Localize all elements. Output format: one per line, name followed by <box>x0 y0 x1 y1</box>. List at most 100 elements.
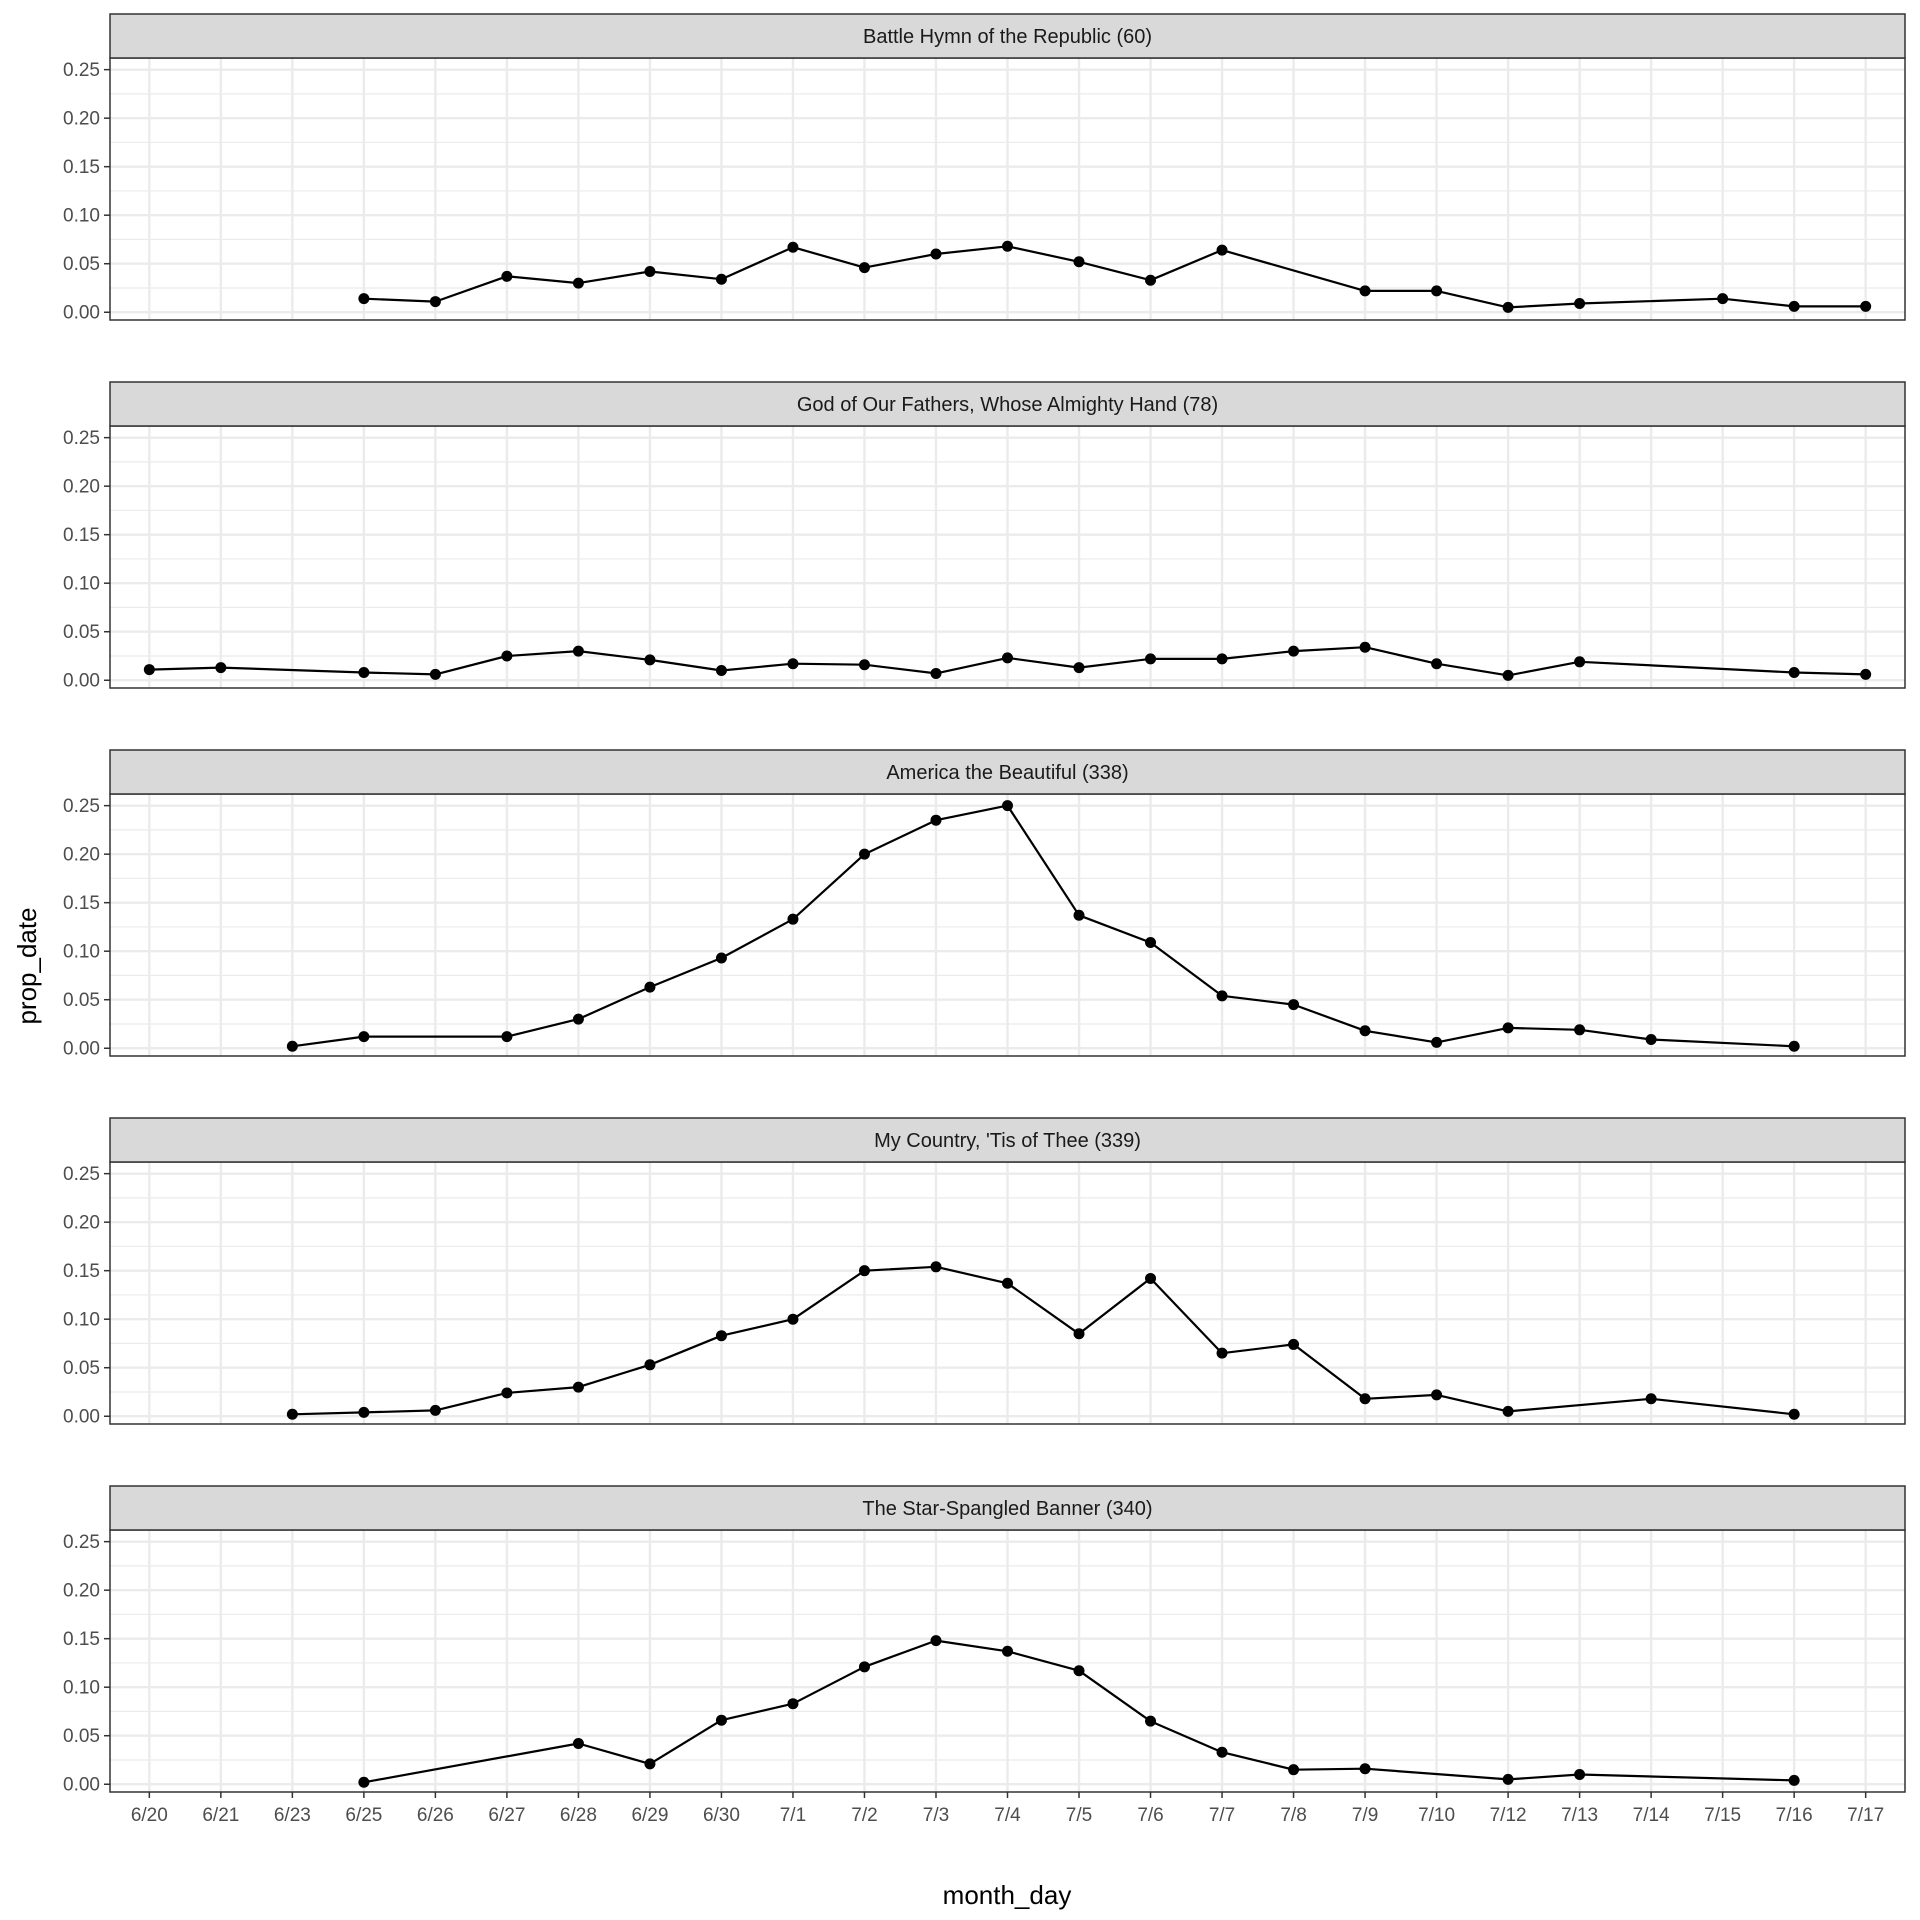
data-point <box>1073 909 1085 921</box>
data-point <box>858 1661 870 1673</box>
y-tick-label: 0.00 <box>63 1775 100 1796</box>
x-tick-label: 7/3 <box>923 1805 949 1826</box>
data-point <box>1145 653 1157 665</box>
data-point <box>715 952 727 964</box>
data-point <box>644 981 656 993</box>
data-point <box>429 1404 441 1416</box>
data-point <box>1288 1338 1300 1350</box>
y-tick-label: 0.05 <box>63 254 100 275</box>
data-point <box>930 667 942 679</box>
data-point <box>1502 1022 1514 1034</box>
data-point <box>1359 1393 1371 1405</box>
facet-strip <box>109 13 1906 59</box>
y-tick-label: 0.10 <box>63 942 100 963</box>
y-tick-label: 0.15 <box>63 893 100 914</box>
facet-strip <box>109 1485 1906 1531</box>
data-point <box>286 1408 298 1420</box>
data-point <box>1574 1769 1586 1781</box>
data-point <box>644 654 656 666</box>
x-tick-label: 6/20 <box>131 1805 168 1826</box>
data-point <box>1216 1746 1228 1758</box>
panels-layer: 0.00 0.05 0.10 0.15 0.20 0.25 Battle Hymn of t… <box>63 13 1906 1796</box>
series-line <box>149 646 1866 677</box>
facet-panel: 0.00 0.05 0.10 0.15 0.20 0.25 God of Our Fathe… <box>63 381 1906 692</box>
data-point <box>930 248 942 260</box>
facet-strip-title: Battle Hymn of the Republic (60) <box>863 26 1152 48</box>
data-point <box>572 1381 584 1393</box>
x-axis-title: month_day <box>943 1880 1072 1910</box>
data-point <box>1145 274 1157 286</box>
data-point <box>215 662 227 674</box>
y-tick-label: 0.10 <box>63 1310 100 1331</box>
x-tick-label: 6/27 <box>488 1805 525 1826</box>
data-point <box>1431 1036 1443 1048</box>
facet-panel: 0.00 0.05 0.10 0.15 0.20 0.25 America the Beau… <box>63 749 1906 1060</box>
facet-panel: 0.00 0.05 0.10 0.15 0.20 0.25 Battle Hymn of t… <box>63 13 1906 324</box>
data-point <box>858 848 870 860</box>
data-point <box>501 1387 513 1399</box>
data-point <box>1145 1715 1157 1727</box>
data-point <box>715 665 727 677</box>
data-point <box>1431 658 1443 670</box>
y-tick-label: 0.05 <box>63 1726 100 1747</box>
facet-strip-title: The Star-Spangled Banner (340) <box>862 1498 1152 1520</box>
y-tick-label: 0.20 <box>63 477 100 498</box>
data-point <box>1788 300 1800 312</box>
series-line <box>292 1265 1795 1416</box>
data-point <box>1216 1347 1228 1359</box>
data-point <box>858 1265 870 1277</box>
data-point <box>1073 662 1085 674</box>
series-line <box>363 1639 1795 1784</box>
data-point <box>1288 999 1300 1011</box>
facet-strip <box>109 1117 1906 1163</box>
data-point <box>1788 1040 1800 1052</box>
data-point <box>572 277 584 289</box>
x-tick-label: 6/30 <box>703 1805 740 1826</box>
data-point <box>1216 653 1228 665</box>
y-tick-label: 0.10 <box>63 1678 100 1699</box>
data-point <box>1574 656 1586 668</box>
y-tick-label: 0.20 <box>63 1581 100 1602</box>
data-point <box>1145 1272 1157 1284</box>
y-tick-label: 0.00 <box>63 671 100 692</box>
data-point <box>1002 1645 1013 1657</box>
y-tick-label: 0.05 <box>63 622 100 643</box>
data-point <box>1788 666 1800 678</box>
x-tick-label: 7/15 <box>1704 1805 1741 1826</box>
facet-strip-title: America the Beautiful (338) <box>886 762 1128 784</box>
data-point <box>644 1758 656 1770</box>
data-point <box>1359 285 1371 297</box>
y-tick-label: 0.20 <box>63 1213 100 1234</box>
x-tick-label: 7/10 <box>1418 1805 1455 1826</box>
data-point <box>930 1635 942 1647</box>
y-tick-label: 0.25 <box>63 60 100 81</box>
x-tick-label: 6/23 <box>274 1805 311 1826</box>
data-point <box>715 1330 727 1342</box>
y-tick-label: 0.25 <box>63 1164 100 1185</box>
x-tick-label: 7/4 <box>994 1805 1021 1826</box>
x-tick-label: 7/14 <box>1633 1805 1670 1826</box>
y-tick-label: 0.20 <box>63 845 100 866</box>
data-point <box>930 814 942 826</box>
y-tick-label: 0.10 <box>63 206 100 227</box>
facet-strip-title: My Country, 'Tis of Thee (339) <box>874 1130 1141 1152</box>
x-tick-label: 7/1 <box>780 1805 806 1826</box>
data-point <box>858 659 870 671</box>
data-point <box>1216 244 1228 256</box>
data-point <box>501 650 513 662</box>
data-point <box>1431 285 1443 297</box>
x-tick-label: 7/16 <box>1776 1805 1813 1826</box>
x-tick-label: 6/29 <box>631 1805 668 1826</box>
x-tick-label: 7/17 <box>1847 1805 1884 1826</box>
x-tick-label: 7/8 <box>1280 1805 1306 1826</box>
y-tick-label: 0.25 <box>63 1532 100 1553</box>
y-tick-label: 0.15 <box>63 525 100 546</box>
y-tick-label: 0.20 <box>63 109 100 130</box>
data-point <box>858 262 870 274</box>
data-point <box>644 1359 656 1371</box>
x-tick-label: 6/21 <box>202 1805 239 1826</box>
data-point <box>429 296 441 308</box>
y-tick-label: 0.15 <box>63 1629 100 1650</box>
series-line <box>363 245 1866 309</box>
